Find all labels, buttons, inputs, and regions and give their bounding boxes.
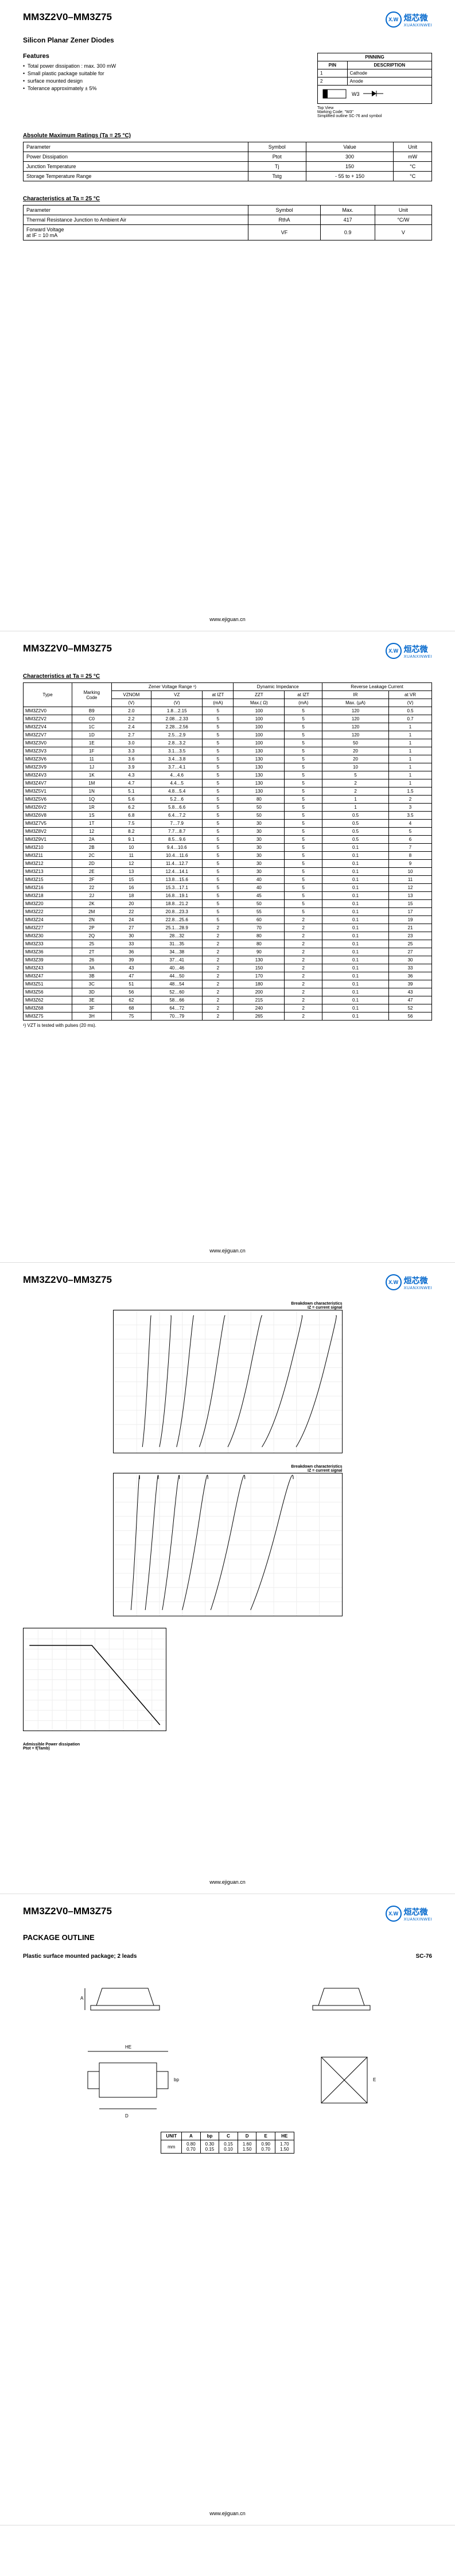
pinning-title: PINNING [318,53,432,61]
table-row: MM3Z222M2220.8…23.355550.117 [24,908,432,916]
footer: www.ejiguan.cn [0,616,455,622]
table-row: MM3Z3V6113.63.4…3.851305201 [24,755,432,763]
power-dissipation-chart [23,1628,166,1731]
table-row: MM3Z16221615.3…17.154050.112 [24,884,432,892]
svg-text:W3: W3 [352,91,360,97]
pkg-title: PACKAGE OUTLINE [23,1933,432,1942]
table-row: MM3Z272P2725.1…28.927020.121 [24,924,432,932]
features-title: Features [23,53,317,60]
pkg-bottom-view-icon: E [310,2040,379,2120]
pin-note: Top View Marking Code: "W3" Simplified o… [317,106,432,118]
table-row: MM3Z3V31F3.33.1…3.551305201 [24,747,432,755]
table-row: MM3Z5V61Q5.65.2…6580512 [24,796,432,804]
logo-en: XUANXINWEI [404,24,432,28]
table-row: MM3Z2V2C02.22.08…2.33510051200.7 [24,715,432,723]
table-row: MM3Z5V11N5.14.8…5.45130521.5 [24,787,432,796]
table-row: MM3Z4V71M4.74.4…55130521 [24,779,432,787]
table-row: MM3Z2V41C2.42.28…2.56510051201 [24,723,432,731]
table-row: MM3Z473B4744…50217020.136 [24,972,432,980]
char-title: Characteristics at Ta = 25 °C [23,673,432,680]
features-list: Total power dissipation : max. 300 mW Sm… [23,63,317,91]
table-row: MM3Z152F1513.8…15.654050.111 [24,876,432,884]
abs-max-table: Parameter Symbol Value Unit Power Dissip… [23,142,432,181]
table-row: MM3Z623E6258…66221520.147 [24,996,432,1004]
pkg-subtitle: Plastic surface mounted package; 2 leads [23,1953,137,1960]
table-row: MM3Z753H7570…79226520.156 [24,1012,432,1021]
table-row: MM3Z302Q3028…3228020.123 [24,932,432,940]
chart-curves-icon [114,1310,342,1453]
table-row: MM3Z242N2422.8…25.656020.119 [24,916,432,924]
pkg-top-view-icon: D HE bp [76,2040,180,2120]
logo: X.W 烜芯微 XUANXINWEI [386,1274,432,1290]
table-row: MM3Z39263937…41213020.130 [24,956,432,964]
table-row: MM3Z683F6864…72224020.152 [24,1004,432,1012]
breakdown-chart-1: Breakdown characteristics IZ = current s… [113,1302,343,1453]
page-title: MM3Z2V0–MM3Z75 [23,1274,112,1286]
char25-title: Characteristics at Ta = 25 °C [23,196,432,202]
diode-symbol-icon: W3 [320,87,389,101]
characteristics-table: Type Marking Code Zener Voltage Range ¹)… [23,682,432,1021]
table-row: MM3Z7V51T7.57…7.953050.54 [24,820,432,828]
feature-item: Total power dissipation : max. 300 mW [23,63,317,69]
table-row: MM3Z6V81S6.86.4…7.255050.53.5 [24,812,432,820]
svg-text:E: E [373,2077,376,2082]
pkg-end-view-icon [307,1971,376,2028]
table-row: MM3Z102B109.4…10.653050.17 [24,844,432,852]
page-title: MM3Z2V0–MM3Z75 [23,11,112,23]
table-row: MM3Z202K2018.8…21.255050.115 [24,900,432,908]
table-row: MM3Z112C1110.4…11.653050.18 [24,852,432,860]
table-row: MM3Z3V01E3.02.8…3.251005501 [24,739,432,747]
svg-text:HE: HE [125,2044,131,2050]
logo-cn: 烜芯微 [404,12,432,24]
pkg-type: SC-76 [416,1953,432,1960]
footer: www.ejiguan.cn [0,1879,455,1885]
abs-max-title: Absolute Maximum Ratings (Ta = 25 °C) [23,133,432,139]
logo-icon: X.W [386,11,402,28]
page-title: MM3Z2V0–MM3Z75 [23,643,112,654]
table-row: MM3Z4V31K4.34…4.65130551 [24,771,432,779]
table-row: MM3Z33253331…3528020.125 [24,940,432,948]
table-note: ¹) VZT is tested with pulses (20 ms). [23,1023,432,1028]
table-row: MM3Z8V2128.27.7…8.753050.55 [24,828,432,836]
subtitle: Silicon Planar Zener Diodes [23,36,432,44]
table-row: MM3Z2V71D2.72.5…2.9510051201 [24,731,432,739]
logo: X.W 烜芯微 XUANXINWEI [386,11,432,28]
table-row: MM3Z563D5652…60220020.143 [24,988,432,996]
feature-item: Tolerance approximately ± 5% [23,86,317,91]
table-row: MM3Z3V91J3.93.7…4.151305101 [24,763,432,771]
feature-item: surface mounted design [23,78,317,84]
table-row: MM3Z362T3634…3829020.127 [24,948,432,956]
table-row: MM3Z2V0B92.01.8…2.15510051200.5 [24,707,432,715]
svg-text:A: A [80,1996,84,2001]
svg-text:bp: bp [174,2077,179,2082]
table-row: MM3Z433A4340…46215020.133 [24,964,432,972]
breakdown-chart-2: Breakdown characteristics IZ = current s… [113,1465,343,1616]
footer: www.ejiguan.cn [0,2511,455,2516]
table-row: MM3Z132E1312.4…14.153050.110 [24,868,432,876]
table-row: MM3Z182J1816.8…19.154550.113 [24,892,432,900]
char25-table: Parameter Symbol Max. Unit Thermal Resis… [23,205,432,240]
table-row: MM3Z6V21R6.25.8…6.6550513 [24,804,432,812]
dimensions-table: UNIT A bp C D E HE mm 0.80 0.70 0.30 0.1… [161,2132,294,2154]
logo: X.W 烜芯微 XUANXINWEI [386,643,432,659]
table-row: MM3Z513C5148…54218020.139 [24,980,432,988]
page-title: MM3Z2V0–MM3Z75 [23,1906,112,1917]
package-outline-diagram: A D HE bp E [23,1971,432,2120]
feature-item: Small plastic package suitable for [23,71,317,76]
pkg-side-view-icon: A [79,1971,171,2028]
table-row: MM3Z122D1211.4…12.753050.19 [24,860,432,868]
table-row: MM3Z9V12A9.18.5…9.653050.56 [24,836,432,844]
pinning-box: PINNING PINDESCRIPTION 1Cathode 2Anode W… [317,53,432,118]
footer: www.ejiguan.cn [0,1248,455,1254]
logo: X.W 烜芯微 XUANXINWEI [386,1906,432,1922]
svg-text:D: D [125,2113,129,2119]
chart-curves-icon [114,1473,342,1616]
derating-curve-icon [24,1628,166,1731]
